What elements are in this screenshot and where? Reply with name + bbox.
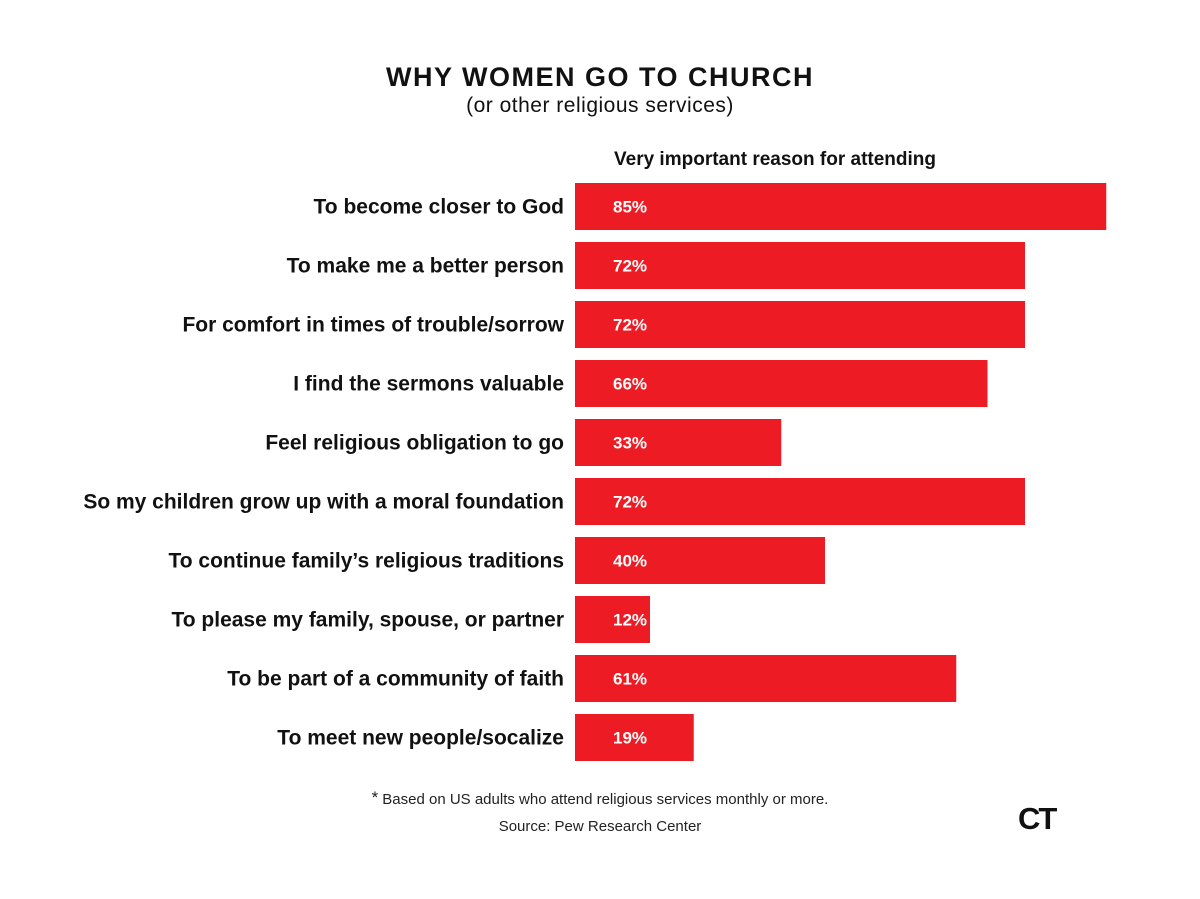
bar bbox=[575, 655, 957, 702]
chart-title: WHY WOMEN GO TO CHURCH bbox=[386, 62, 814, 92]
value-label: 12% bbox=[613, 611, 647, 630]
category-label: To make me a better person bbox=[287, 255, 564, 278]
footnote-text: Based on US adults who attend religious … bbox=[382, 791, 829, 808]
value-label: 72% bbox=[613, 493, 647, 512]
value-label: 72% bbox=[613, 316, 647, 335]
ct-logo: CT bbox=[1018, 801, 1057, 836]
bar bbox=[575, 537, 825, 584]
bar bbox=[575, 242, 1025, 289]
column-header: Very important reason for attending bbox=[614, 149, 936, 170]
footnote-marker: * bbox=[371, 788, 379, 807]
value-label: 33% bbox=[613, 434, 647, 453]
value-label: 66% bbox=[613, 375, 647, 394]
category-label: So my children grow up with a moral foun… bbox=[83, 491, 564, 514]
bar bbox=[575, 714, 694, 761]
bar bbox=[575, 596, 650, 643]
bar bbox=[575, 360, 988, 407]
bar bbox=[575, 419, 782, 466]
value-label: 72% bbox=[613, 257, 647, 276]
category-label: To be part of a community of faith bbox=[227, 668, 564, 691]
value-label: 61% bbox=[613, 670, 647, 689]
category-label: For comfort in times of trouble/sorrow bbox=[182, 314, 564, 337]
category-label: To continue family’s religious tradition… bbox=[168, 550, 564, 573]
category-label: Feel religious obligation to go bbox=[265, 432, 564, 455]
value-label: 19% bbox=[613, 729, 647, 748]
value-label: 85% bbox=[613, 198, 647, 217]
chart-subtitle: (or other religious services) bbox=[466, 94, 734, 117]
category-label: I find the sermons valuable bbox=[293, 373, 564, 396]
category-label: To meet new people/socalize bbox=[277, 727, 564, 750]
footnote: * Based on US adults who attend religious… bbox=[0, 788, 1200, 808]
category-label: To become closer to God bbox=[314, 196, 564, 219]
source-note: Source: Pew Research Center bbox=[498, 818, 702, 835]
category-label: To please my family, spouse, or partner bbox=[171, 609, 564, 632]
bar bbox=[575, 301, 1025, 348]
value-label: 40% bbox=[613, 552, 647, 571]
bar bbox=[575, 183, 1107, 230]
bar bbox=[575, 478, 1025, 525]
